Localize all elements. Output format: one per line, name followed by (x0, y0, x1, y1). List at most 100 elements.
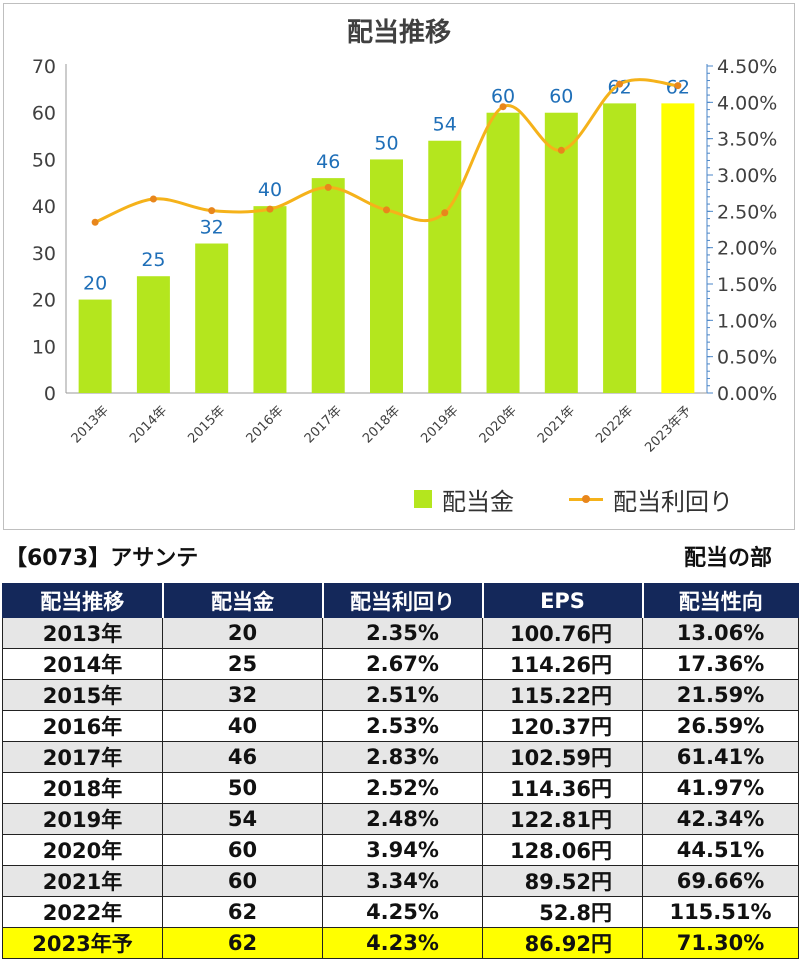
cell-yield: 2.51% (322, 679, 483, 711)
chart-title: 配当推移 (346, 18, 451, 48)
bar (78, 299, 112, 393)
bar-value-label: 54 (433, 114, 457, 136)
legend-item-dividend: 配当金 (414, 482, 514, 516)
cell-eps: 86.92円 (482, 927, 643, 959)
cell-payout: 26.59% (642, 710, 799, 742)
right-tick-label: 0.00% (717, 383, 777, 405)
table-row: 2019年 54 2.48% 122.81円 42.34% (2, 803, 799, 835)
table-header-row: 配当推移 配当金 配当利回り EPS 配当性向 (2, 583, 799, 618)
yield-point (499, 103, 507, 111)
bar (370, 159, 403, 393)
cell-payout: 69.66% (642, 865, 799, 897)
header-dividend: 配当金 (162, 583, 324, 618)
cell-dividend: 46 (162, 741, 323, 773)
cell-payout: 44.51% (642, 834, 799, 866)
table-row: 2015年 32 2.51% 115.22円 21.59% (2, 679, 799, 711)
section-label: 配当の部 (683, 546, 772, 571)
table-row: 2022年 62 4.25% 52.8円 115.51% (2, 896, 799, 928)
table-row: 2020年 60 3.94% 128.06円 44.51% (2, 834, 799, 866)
legend-item-yield: 配当利回り (569, 482, 733, 516)
bar-value-label: 60 (549, 86, 573, 108)
cell-yield: 2.48% (322, 803, 483, 835)
left-tick-label: 70 (32, 56, 56, 78)
header-eps: EPS (482, 583, 644, 618)
cell-period: 2018年 (2, 772, 163, 804)
legend-line-swatch (569, 490, 603, 508)
dividend-chart-panel: 配当推移 0 10 20 30 40 50 60 70 0.00% 0.50% 1.00% 1.50%… (3, 3, 795, 530)
category-label: 2020年 (477, 403, 520, 446)
cell-eps: 52.8円 (482, 896, 643, 928)
left-tick-label: 40 (32, 196, 56, 218)
right-tick-label: 1.50% (717, 274, 777, 296)
dividend-table: 配当推移 配当金 配当利回り EPS 配当性向 2013年 20 2.35% 100.… (2, 583, 799, 959)
bar-value-label: 40 (258, 179, 282, 201)
bar-value-label: 60 (491, 86, 515, 108)
company-label: 【6073】アサンテ (5, 546, 199, 571)
cell-eps: 122.81円 (482, 803, 643, 835)
legend-bar-swatch (414, 490, 432, 508)
right-tick-label: 2.50% (717, 201, 777, 223)
cell-eps: 100.76円 (482, 617, 643, 649)
bar (661, 103, 695, 393)
table-row: 2014年 25 2.67% 114.26円 17.36% (2, 648, 799, 680)
yield-point (266, 205, 274, 213)
cell-payout: 61.41% (642, 741, 799, 773)
bar-value-label: 46 (316, 151, 340, 173)
right-tick-label: 0.50% (717, 347, 777, 369)
table-row: 2013年 20 2.35% 100.76円 13.06% (2, 617, 799, 649)
bar (428, 140, 462, 393)
left-tick-label: 10 (32, 336, 56, 358)
left-tick-label: 0 (44, 383, 56, 405)
cell-dividend: 20 (162, 617, 323, 649)
category-label: 2016年 (244, 403, 287, 446)
bar-value-label: 32 (200, 217, 224, 239)
cell-period: 2023年予 (2, 927, 163, 959)
bar (136, 276, 170, 393)
cell-yield: 4.25% (322, 896, 483, 928)
right-tick-label: 1.00% (717, 310, 777, 332)
legend-label-dividend: 配当金 (442, 487, 514, 516)
yield-point (441, 209, 449, 217)
yield-point (208, 207, 216, 215)
cell-dividend: 60 (162, 834, 323, 866)
bar (195, 243, 229, 393)
cell-yield: 4.23% (322, 927, 483, 959)
cell-yield: 2.67% (322, 648, 483, 680)
yield-point (557, 146, 565, 154)
bar-value-label: 50 (374, 132, 398, 154)
cell-payout: 41.97% (642, 772, 799, 804)
header-period: 配当推移 (2, 583, 164, 618)
cell-dividend: 54 (162, 803, 323, 835)
yield-point (383, 206, 390, 214)
legend-label-yield: 配当利回り (613, 487, 733, 516)
table-row: 2017年 46 2.83% 102.59円 61.41% (2, 741, 799, 773)
table-row: 2016年 40 2.53% 120.37円 26.59% (2, 710, 799, 742)
cell-eps: 114.26円 (482, 648, 643, 680)
table-row: 2021年 60 3.34% 89.52円 69.66% (2, 865, 799, 897)
yield-point (616, 80, 624, 88)
cell-payout: 13.06% (642, 617, 799, 649)
cell-dividend: 25 (162, 648, 323, 680)
cell-dividend: 60 (162, 865, 323, 897)
cell-period: 2019年 (2, 803, 163, 835)
cell-payout: 21.59% (642, 679, 799, 711)
cell-payout: 71.30% (642, 927, 799, 959)
cell-eps: 115.22円 (482, 679, 643, 711)
cell-dividend: 40 (162, 710, 323, 742)
yield-point (674, 82, 682, 90)
category-label: 2022年 (593, 403, 636, 446)
cell-eps: 114.36円 (482, 772, 643, 804)
header-yield: 配当利回り (322, 583, 484, 618)
table-body: 2013年 20 2.35% 100.76円 13.06% 2014年 25 2.67% 114… (2, 617, 799, 959)
right-tick-label: 4.00% (717, 92, 777, 114)
cell-yield: 2.53% (322, 710, 483, 742)
right-tick-label: 3.00% (717, 165, 777, 187)
category-label: 2021年 (535, 403, 578, 446)
cell-period: 2016年 (2, 710, 163, 742)
cell-payout: 17.36% (642, 648, 799, 680)
category-label: 2017年 (302, 403, 345, 446)
right-tick-label: 3.50% (717, 129, 777, 151)
bar (311, 178, 345, 393)
cell-period: 2013年 (2, 617, 163, 649)
left-tick-label: 20 (32, 290, 56, 312)
